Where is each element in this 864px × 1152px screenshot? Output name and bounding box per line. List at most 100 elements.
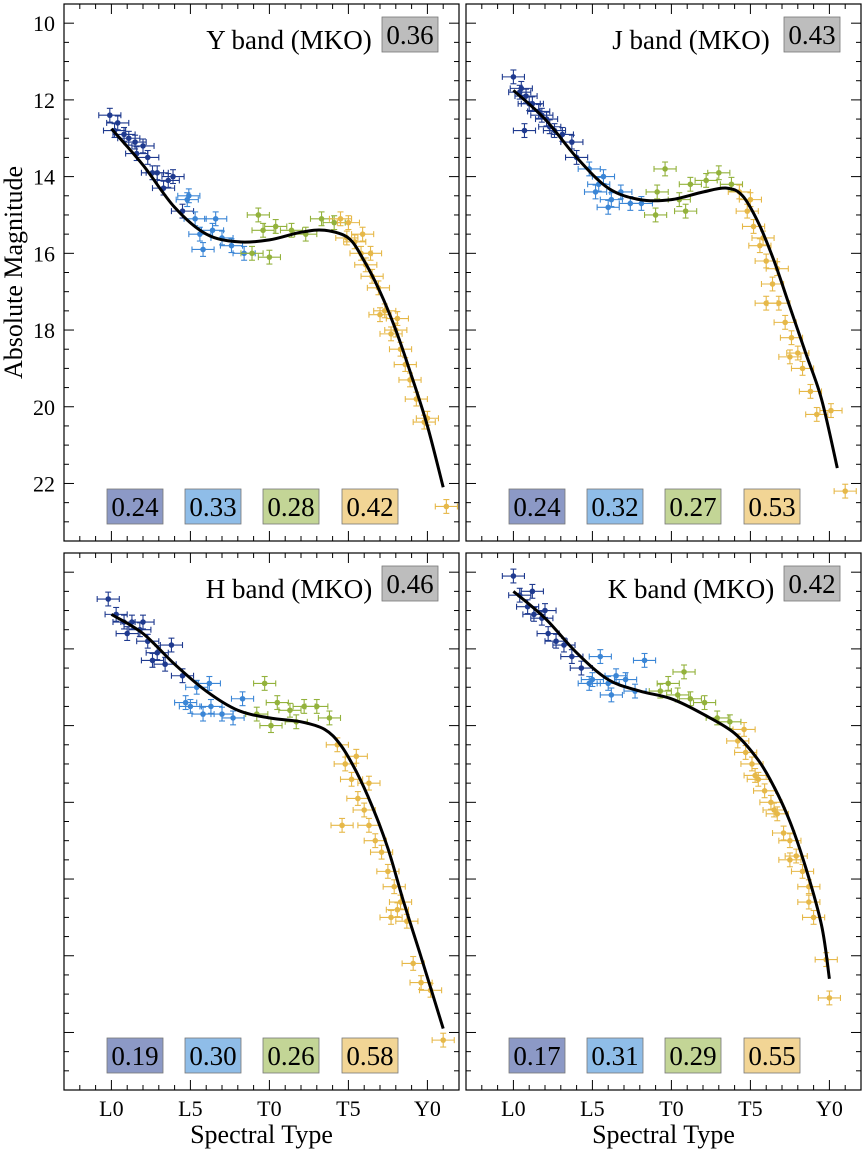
point-marker xyxy=(687,695,694,702)
point-marker xyxy=(728,181,735,188)
point-marker xyxy=(385,868,391,875)
point-marker xyxy=(807,388,814,395)
data-point xyxy=(325,737,349,753)
group-scatter-box xyxy=(664,1037,722,1074)
data-point xyxy=(305,698,329,714)
data-point xyxy=(629,196,653,211)
point-marker xyxy=(703,177,709,184)
x-tick-label: Y0 xyxy=(414,1096,441,1121)
point-marker xyxy=(682,208,689,214)
point-marker xyxy=(288,227,295,234)
point-marker xyxy=(529,588,536,595)
data-point xyxy=(798,383,823,399)
point-marker xyxy=(361,807,368,813)
point-marker xyxy=(326,715,333,721)
data-point xyxy=(738,192,763,208)
point-marker xyxy=(749,761,755,767)
point-marker xyxy=(345,219,352,226)
point-marker xyxy=(144,154,151,161)
group-scatter-box xyxy=(184,1037,242,1074)
point-marker xyxy=(793,853,800,859)
total-scatter-value: 0.42 xyxy=(788,569,835,599)
data-point xyxy=(240,245,264,261)
point-marker xyxy=(654,189,660,195)
point-marker xyxy=(553,638,559,645)
point-marker xyxy=(774,811,781,817)
data-points xyxy=(501,69,857,499)
point-marker xyxy=(701,699,708,706)
point-marker xyxy=(388,914,394,921)
group-scatter-box xyxy=(106,488,164,525)
data-point xyxy=(778,349,802,365)
point-marker xyxy=(641,657,648,664)
data-point xyxy=(674,203,698,219)
total-scatter-box xyxy=(783,16,841,53)
group-scatter-box xyxy=(508,488,566,525)
x-tick-label: T5 xyxy=(336,1096,360,1121)
data-point xyxy=(351,226,375,242)
total-scatter-box xyxy=(381,16,439,53)
data-point xyxy=(596,199,620,215)
group-scatter-value: 0.33 xyxy=(189,492,236,522)
data-point xyxy=(253,675,277,691)
data-point xyxy=(106,115,130,131)
point-marker xyxy=(769,281,776,287)
point-marker xyxy=(542,607,548,614)
point-marker xyxy=(208,703,214,710)
x-tick-label: T0 xyxy=(659,1096,683,1121)
point-marker xyxy=(578,665,585,671)
point-marker xyxy=(274,699,281,706)
point-marker xyxy=(186,192,192,199)
data-point xyxy=(395,913,419,929)
fit-curve xyxy=(110,613,445,1030)
data-point xyxy=(369,844,394,860)
point-marker xyxy=(592,189,599,195)
point-marker xyxy=(124,630,130,637)
point-marker xyxy=(230,715,236,721)
data-point xyxy=(251,222,275,238)
data-point xyxy=(434,499,458,514)
y-tick-label: 22 xyxy=(33,471,55,496)
y-tick-label: 10 xyxy=(33,11,55,36)
point-marker xyxy=(353,753,360,760)
data-points xyxy=(501,568,842,1006)
data-point xyxy=(358,245,383,261)
x-tick-label: L0 xyxy=(501,1096,525,1121)
panel-4: L0 L5 T0 T5 Y0 Spectral Type K band (MKO) 0.42 0… xyxy=(465,552,862,1149)
data-point xyxy=(204,211,228,227)
point-marker xyxy=(200,711,206,717)
point-marker xyxy=(114,120,121,126)
plot-frame xyxy=(465,552,862,1091)
point-marker xyxy=(187,703,194,710)
group-scatter-box xyxy=(341,1037,399,1074)
data-point xyxy=(246,207,270,223)
point-marker xyxy=(780,830,787,836)
point-marker xyxy=(391,883,398,890)
data-point xyxy=(382,879,406,895)
data-point xyxy=(632,652,657,668)
data-point xyxy=(156,172,180,188)
group-scatter-box xyxy=(743,488,801,525)
point-marker xyxy=(272,223,279,230)
point-marker xyxy=(366,780,372,786)
point-marker xyxy=(771,807,777,813)
point-marker xyxy=(261,680,268,687)
data-point xyxy=(161,169,185,185)
point-marker xyxy=(510,573,517,579)
group-scatter-value: 0.24 xyxy=(111,492,159,522)
group-scatter-box xyxy=(262,488,320,525)
point-marker xyxy=(752,772,758,779)
data-point xyxy=(501,568,526,584)
point-marker xyxy=(331,219,337,226)
x-tick-label: T5 xyxy=(738,1096,762,1121)
plot-frame xyxy=(63,3,460,542)
data-point xyxy=(230,691,255,707)
group-scatter-box xyxy=(586,488,644,525)
data-point xyxy=(805,406,829,422)
data-point xyxy=(317,710,342,726)
point-marker xyxy=(665,680,672,687)
point-marker xyxy=(531,611,537,618)
point-marker xyxy=(212,216,219,222)
data-point xyxy=(790,863,815,879)
point-marker xyxy=(105,596,112,602)
